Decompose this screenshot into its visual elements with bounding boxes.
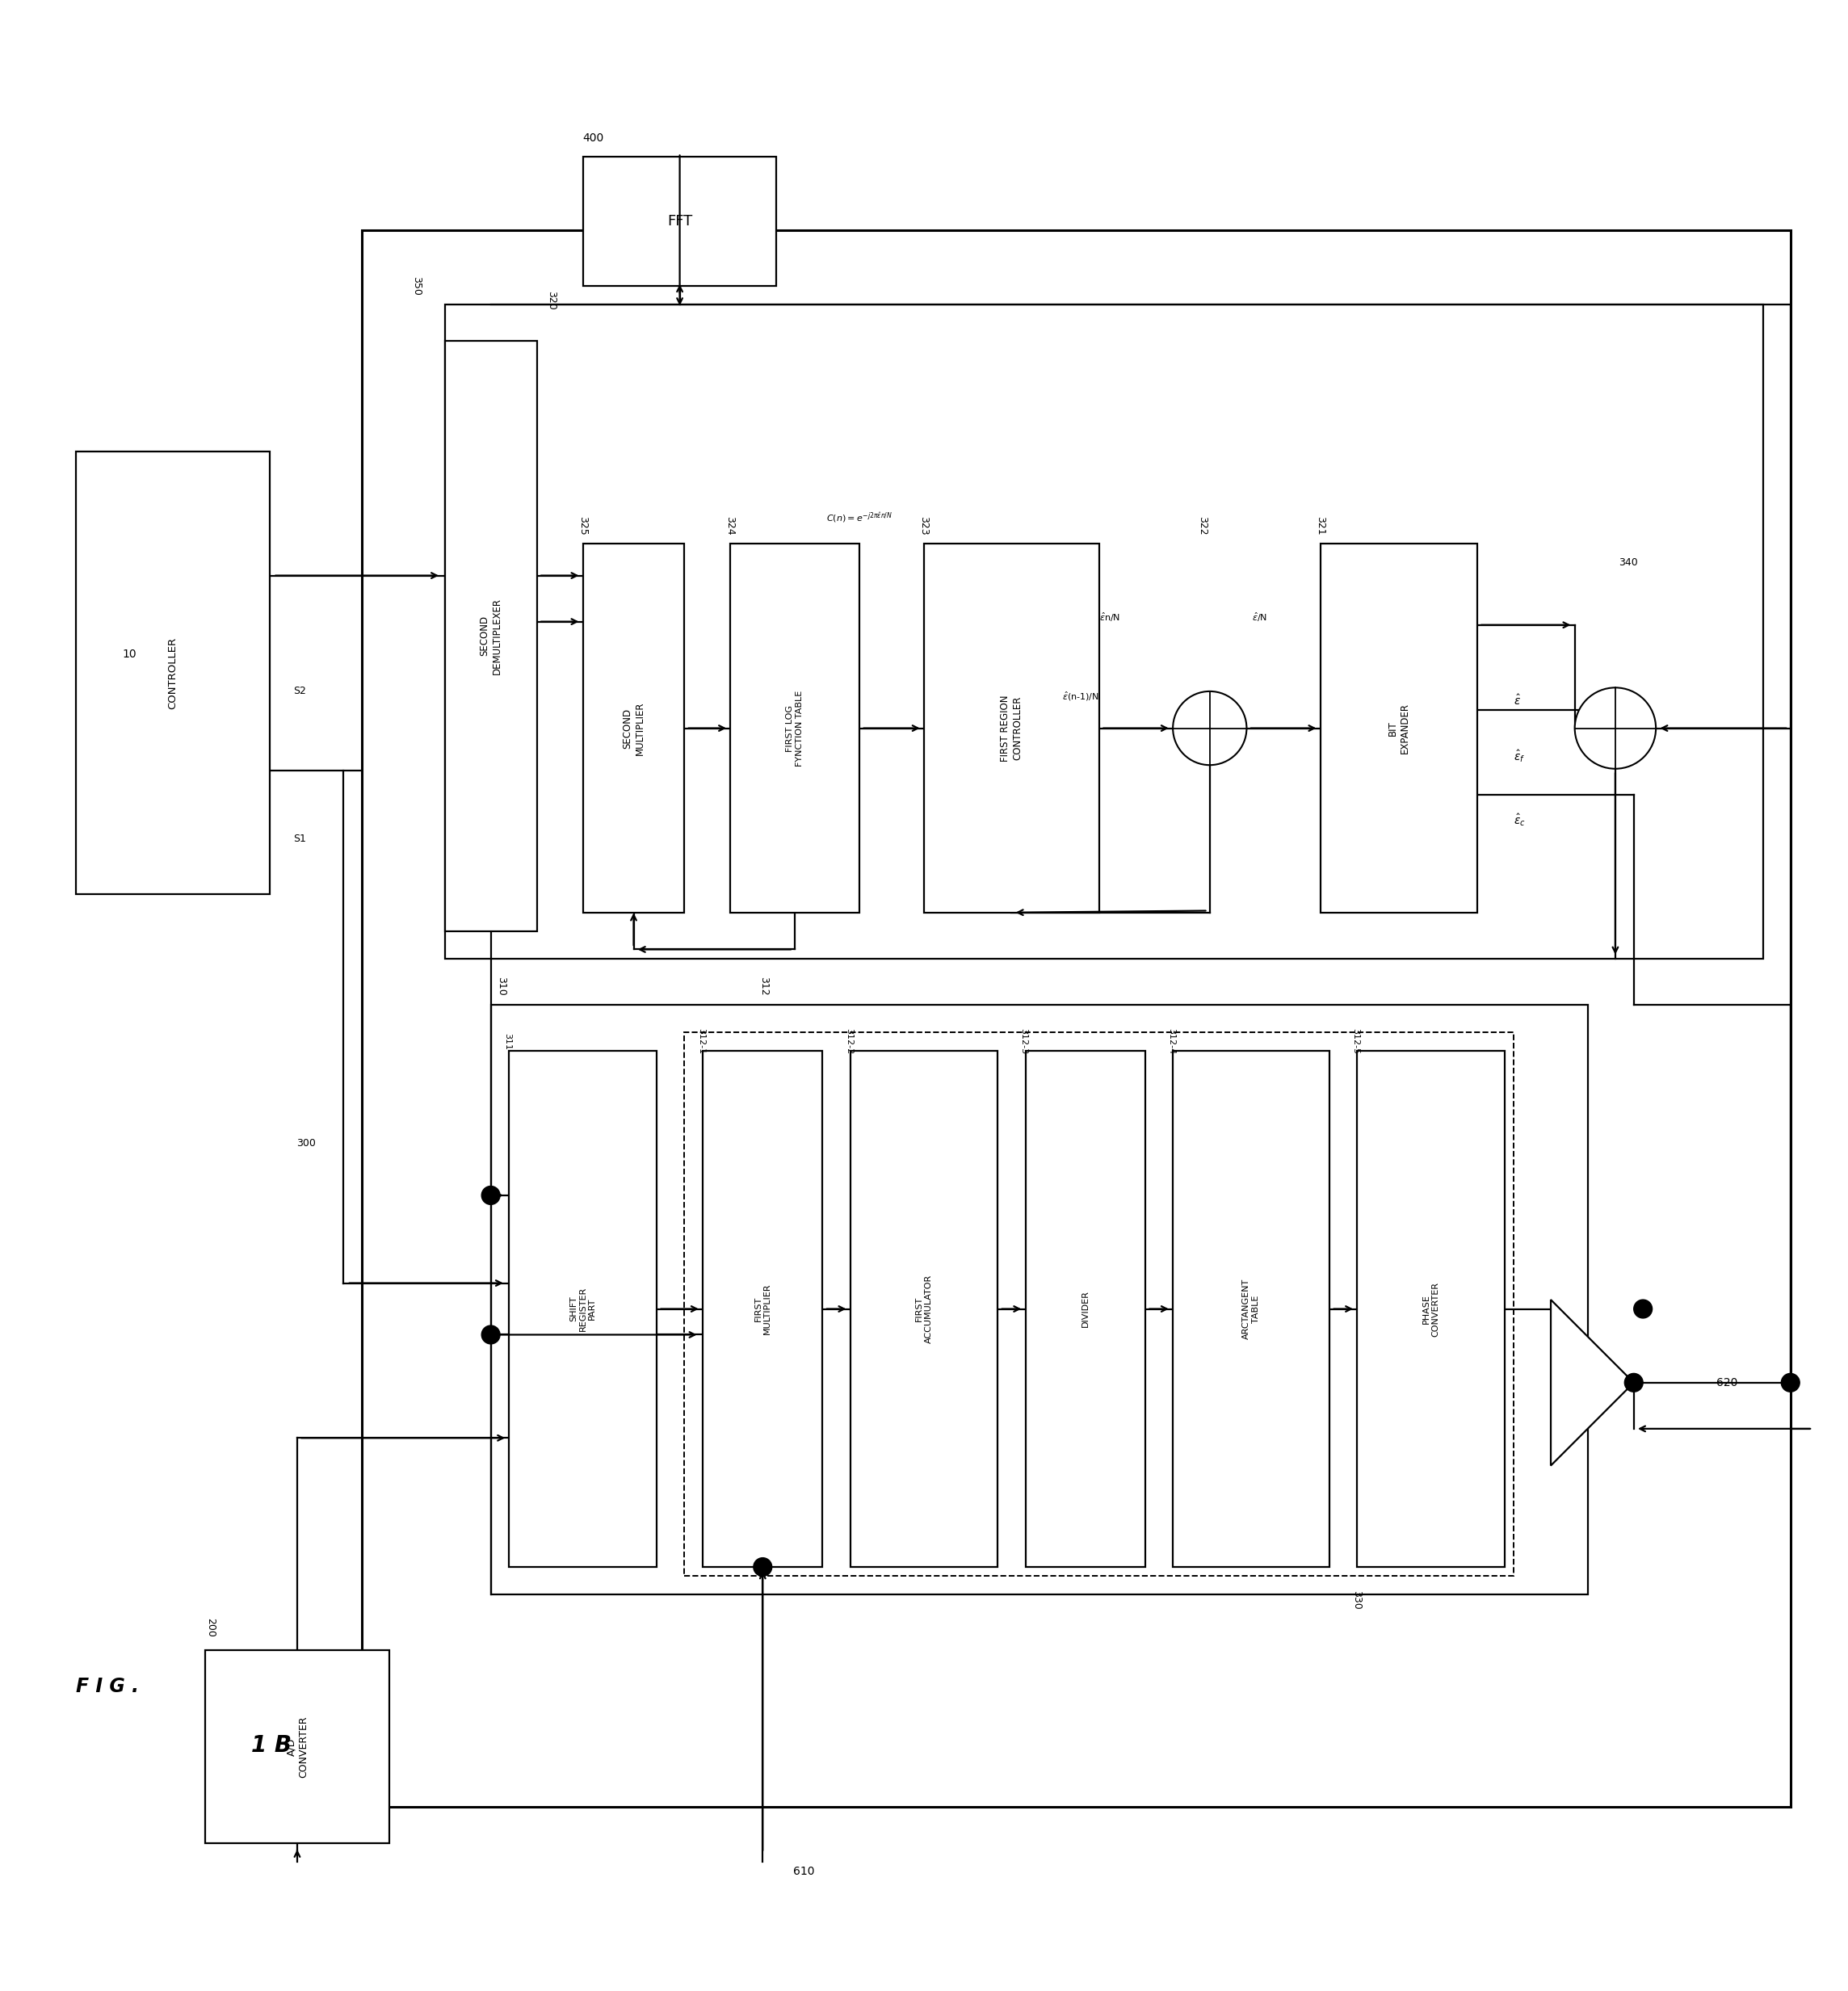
Bar (924, 544, 1100, 912)
Bar (850, 1051, 998, 1567)
Bar (1173, 1051, 1329, 1567)
Text: 312-5: 312-5 (1351, 1029, 1360, 1055)
Text: 340: 340 (1619, 557, 1637, 567)
Circle shape (482, 1326, 501, 1344)
Bar (730, 544, 859, 912)
Text: CONTROLLER: CONTROLLER (168, 637, 177, 709)
Text: 610: 610 (793, 1866, 815, 1878)
Bar (1026, 1051, 1146, 1567)
Bar (582, 157, 776, 287)
Circle shape (1574, 687, 1656, 769)
Bar (445, 340, 538, 932)
Circle shape (1624, 1374, 1643, 1392)
Text: $C(n)=e^{-j2\pi\hat{\varepsilon}n/N}$: $C(n)=e^{-j2\pi\hat{\varepsilon}n/N}$ (826, 512, 893, 526)
Bar (362, 231, 1791, 1806)
Text: SECOND
MULTIPLIER: SECOND MULTIPLIER (623, 701, 645, 755)
Text: 350: 350 (412, 277, 421, 295)
Text: 321: 321 (1314, 516, 1325, 536)
Text: PHASE
CONVERTER: PHASE CONVERTER (1423, 1282, 1440, 1336)
Text: FIRST
MULTIPLIER: FIRST MULTIPLIER (754, 1284, 771, 1334)
Text: $\hat{\varepsilon}$(n-1)/N: $\hat{\varepsilon}$(n-1)/N (1063, 691, 1100, 703)
Text: 10: 10 (122, 649, 137, 661)
Text: 312-4: 312-4 (1168, 1029, 1175, 1055)
Text: A/D
CONVERTER: A/D CONVERTER (286, 1716, 309, 1778)
Text: 312: 312 (758, 978, 769, 996)
Text: 324: 324 (724, 516, 736, 536)
Polygon shape (1550, 1300, 1634, 1465)
Bar (492, 1005, 1587, 1595)
Text: 311: 311 (505, 1033, 512, 1049)
Text: 312-1: 312-1 (697, 1029, 706, 1055)
Bar (582, 544, 684, 912)
Text: 620: 620 (1717, 1378, 1737, 1388)
Circle shape (1634, 1300, 1652, 1318)
Text: $\hat{\varepsilon}$/N: $\hat{\varepsilon}$/N (1253, 611, 1268, 623)
Circle shape (482, 1187, 501, 1205)
Bar (684, 1033, 1514, 1577)
Text: 322: 322 (1198, 516, 1207, 536)
Text: FIRST LOG
FYNCTION TABLE: FIRST LOG FYNCTION TABLE (785, 691, 804, 767)
Text: $\hat{\varepsilon}$: $\hat{\varepsilon}$ (1514, 693, 1521, 707)
Text: 320: 320 (545, 291, 556, 311)
Text: 330: 330 (1351, 1591, 1362, 1611)
Text: 325: 325 (577, 516, 588, 536)
Text: 1 B: 1 B (251, 1734, 292, 1758)
Bar (510, 1051, 656, 1567)
Text: $\hat{\varepsilon}$n/N: $\hat{\varepsilon}$n/N (1100, 611, 1120, 623)
Circle shape (1781, 1374, 1800, 1392)
Text: 312-2: 312-2 (845, 1029, 852, 1055)
Text: F I G .: F I G . (76, 1676, 139, 1696)
Text: $\hat{\varepsilon}_f$: $\hat{\varepsilon}_f$ (1514, 749, 1525, 765)
Text: 312-3: 312-3 (1020, 1029, 1027, 1055)
Text: SECOND
DEMULTIPLEXER: SECOND DEMULTIPLEXER (479, 597, 503, 675)
Text: 323: 323 (918, 516, 930, 536)
Text: 200: 200 (205, 1619, 216, 1637)
Text: 300: 300 (296, 1137, 316, 1149)
Text: FFT: FFT (667, 213, 693, 229)
Bar (76, 452, 270, 894)
Circle shape (754, 1557, 772, 1577)
Text: FIRST REGION
CONTROLLER: FIRST REGION CONTROLLER (1000, 695, 1024, 761)
Text: BIT
EXPANDER: BIT EXPANDER (1388, 703, 1410, 755)
Bar (1319, 544, 1477, 912)
Bar (205, 1651, 390, 1844)
Bar (702, 1051, 822, 1567)
Text: ARCTANGENT
TABLE: ARCTANGENT TABLE (1242, 1278, 1260, 1340)
Circle shape (1173, 691, 1247, 765)
Bar (445, 305, 1763, 958)
Bar (1356, 1051, 1504, 1567)
Text: FIRST
ACCUMULATOR: FIRST ACCUMULATOR (915, 1274, 933, 1344)
Text: 400: 400 (582, 133, 604, 143)
Text: SHIFT
REGISTER
PART: SHIFT REGISTER PART (569, 1286, 597, 1332)
Text: S1: S1 (294, 834, 307, 844)
Text: 310: 310 (497, 978, 506, 996)
Text: S2: S2 (294, 687, 307, 697)
Text: DIVIDER: DIVIDER (1081, 1290, 1088, 1328)
Text: $\hat{\varepsilon}_c$: $\hat{\varepsilon}_c$ (1514, 812, 1526, 828)
